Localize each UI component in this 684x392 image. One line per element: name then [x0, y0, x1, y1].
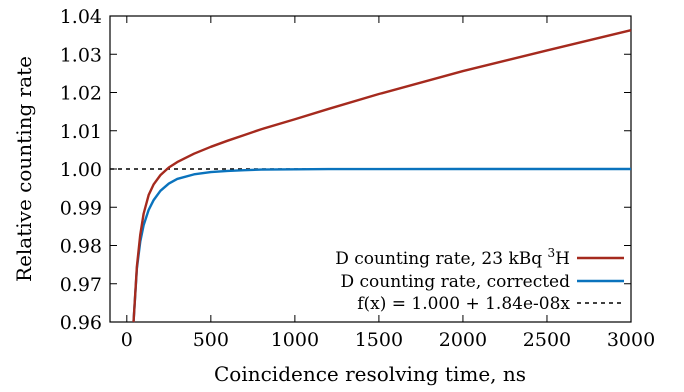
legend-label-series-1: D counting rate, 23 kBq 3H — [335, 246, 570, 269]
legend-label-series-3: f(x) = 1.000 + 1.84e-08x — [357, 294, 570, 314]
x-tick-label: 1000 — [271, 329, 319, 351]
y-tick-label: 0.97 — [60, 274, 102, 296]
y-tick-label: 1.03 — [60, 44, 102, 66]
x-tick-label: 2000 — [439, 329, 487, 351]
y-tick-label: 0.98 — [60, 236, 102, 258]
y-tick-label: 0.99 — [60, 197, 102, 219]
series-line-2 — [132, 167, 631, 323]
series-line-1 — [132, 28, 632, 323]
y-tick-label: 1.04 — [60, 6, 102, 28]
y-tick-label: 0.96 — [60, 312, 102, 334]
x-tick-label: 1500 — [355, 329, 403, 351]
x-tick-label: 3000 — [607, 329, 655, 351]
legend-label-series-2: D counting rate, corrected — [340, 272, 570, 292]
x-axis-ticks: 0 500 1000 1500 2000 2500 3000 — [121, 16, 655, 351]
y-tick-label: 1.02 — [60, 83, 102, 105]
plot-area: 0 500 1000 1500 2000 2500 3000 0.960.970.980.9… — [60, 6, 655, 351]
series-layer — [110, 28, 632, 323]
y-tick-label: 1.00 — [60, 159, 102, 181]
y-axis-label: Relative counting rate — [12, 56, 36, 282]
y-tick-label: 1.01 — [60, 121, 102, 143]
y-axis-ticks: 0.96 0.97 0.98 0.99 1.00 1.01 1.02 1.03 1.04 — [60, 6, 631, 334]
x-axis-label: Coincidence resolving time, ns — [214, 362, 526, 386]
x-tick-label: 0 — [121, 329, 133, 351]
x-tick-label: 2500 — [523, 329, 571, 351]
x-tick-label: 500 — [193, 329, 229, 351]
legend: D counting rate, 23 kBq 3H D counting ra… — [335, 246, 624, 314]
